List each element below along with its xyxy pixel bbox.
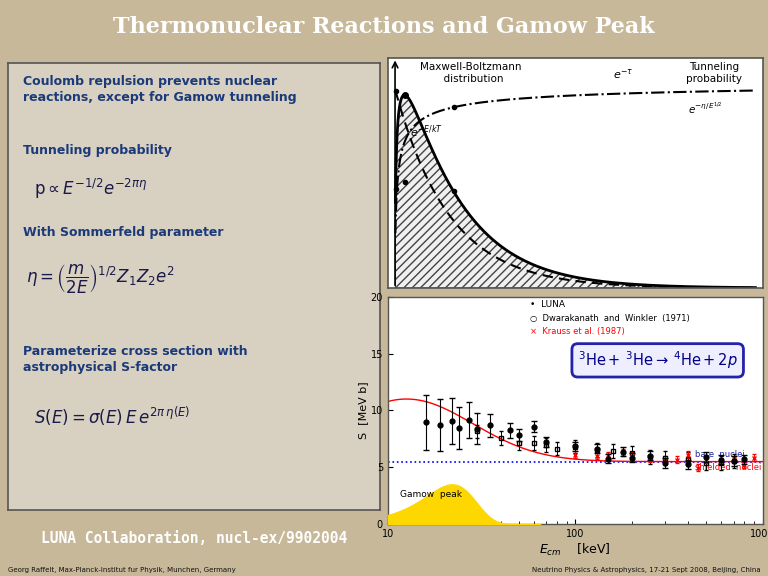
Text: Tunneling probability: Tunneling probability [22,144,171,157]
Text: Neutrino Physics & Astrophysics, 17-21 Sept 2008, Beijing, China: Neutrino Physics & Astrophysics, 17-21 S… [531,567,760,573]
Text: E: E [752,301,759,314]
Text: $\Delta E$: $\Delta E$ [396,329,413,342]
Text: kT: kT [416,301,429,311]
Polygon shape [396,95,756,288]
Text: Georg Raffelt, Max-Planck-Institut fur Physik, Munchen, Germany: Georg Raffelt, Max-Planck-Institut fur P… [8,567,236,573]
Text: Tunneling
probability: Tunneling probability [686,62,742,84]
Y-axis label: S  [MeV b]: S [MeV b] [358,381,368,439]
Text: $^3\mathrm{He} + \,^3\mathrm{He} \rightarrow\, ^4\mathrm{He} + 2p$: $^3\mathrm{He} + \,^3\mathrm{He} \righta… [578,350,737,371]
X-axis label: $E_{cm}$    [keV]: $E_{cm}$ [keV] [539,542,611,558]
Text: Thermonuclear Reactions and Gamow Peak: Thermonuclear Reactions and Gamow Peak [113,16,655,38]
Text: $\mathrm{p} \propto E^{-1/2}e^{-2\pi\eta}$: $\mathrm{p} \propto E^{-1/2}e^{-2\pi\eta… [34,177,147,201]
Text: shielded  nuclei: shielded nuclei [695,463,762,472]
Text: $S(E) = \sigma(E)\,E\,e^{2\pi\,\eta(E)}$: $S(E) = \sigma(E)\,E\,e^{2\pi\,\eta(E)}$ [34,405,190,428]
Text: LUNA Collaboration, nucl-ex/9902004: LUNA Collaboration, nucl-ex/9902004 [41,531,347,547]
Text: Maxwell-Boltzmann
  distribution: Maxwell-Boltzmann distribution [419,62,521,84]
Text: Gamow  peak: Gamow peak [400,490,462,499]
Text: •  LUNA: • LUNA [530,300,565,309]
Text: ○  Dwarakanath  and  Winkler  (1971): ○ Dwarakanath and Winkler (1971) [530,314,690,323]
Text: Coulomb repulsion prevents nuclear
reactions, except for Gamow tunneling: Coulomb repulsion prevents nuclear react… [22,74,296,104]
Text: $e^{-E/kT}$: $e^{-E/kT}$ [410,123,443,139]
Text: With Sommerfeld parameter: With Sommerfeld parameter [22,226,223,239]
Text: $E_0$: $E_0$ [398,301,412,316]
Text: Parameterize cross section with
astrophysical S-factor: Parameterize cross section with astrophy… [22,344,247,374]
Text: ×  Krauss et al. (1987): × Krauss et al. (1987) [530,327,625,336]
Text: $\eta = \left(\dfrac{m}{2E}\right)^{1/2} Z_1 Z_2 e^2$: $\eta = \left(\dfrac{m}{2E}\right)^{1/2}… [26,262,175,295]
Text: bare  nuclei: bare nuclei [695,450,745,459]
Text: $e^{-\eta/E^{1/2}}$: $e^{-\eta/E^{1/2}}$ [687,101,723,116]
Text: $e^{-\tau}$: $e^{-\tau}$ [613,67,634,81]
